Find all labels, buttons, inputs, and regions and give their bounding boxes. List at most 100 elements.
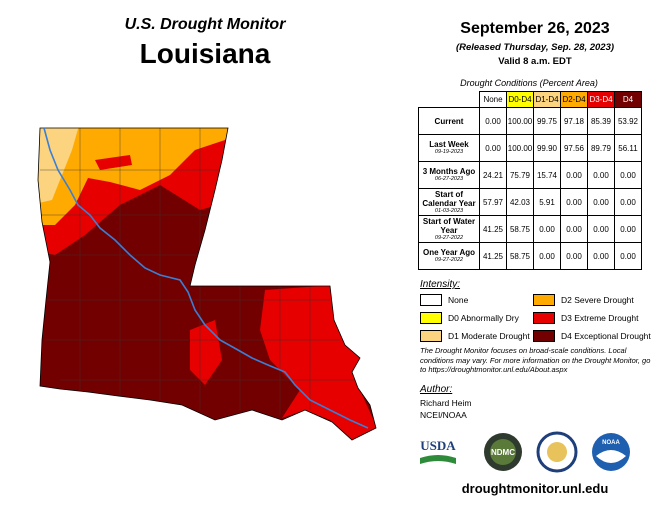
- legend-swatch: [533, 312, 555, 324]
- legend-item: None: [420, 294, 468, 306]
- state-name: Louisiana: [139, 38, 271, 69]
- table-cell: 85.39: [587, 107, 615, 135]
- column-header: D0-D4: [506, 91, 534, 108]
- noaa-text: NOAA: [602, 440, 620, 446]
- river: [43, 127, 369, 429]
- row-date: 09-19-2023: [434, 149, 464, 155]
- row-label: Last Week 09-19-2023: [418, 134, 480, 162]
- note: The Drought Monitor focuses on broad-sca…: [420, 346, 651, 374]
- usda-logo: [418, 436, 458, 468]
- d2-area: [38, 128, 235, 225]
- conditions-table: None D0-D4 D1-D4 D2-D4 D3-D4 D4 Current 0.00 100…: [418, 91, 642, 270]
- table-cell: 99.90: [533, 134, 561, 162]
- parish-lines: [40, 128, 360, 415]
- table-cell: 100.00: [506, 134, 534, 162]
- column-header: D3-D4: [587, 91, 615, 108]
- table-cell: 57.97: [479, 188, 507, 216]
- table-cell: 24.21: [479, 161, 507, 189]
- ndmc-inner: [490, 439, 516, 465]
- row-date: 06-27-2023: [434, 176, 464, 182]
- table-cell: 97.56: [560, 134, 588, 162]
- table-row: One Year Ago 09-27-2022 41.25 58.75 0.00 0.00…: [418, 242, 642, 270]
- monitor-title: U.S. Drought Monitor: [124, 16, 286, 33]
- table-row: Last Week 09-19-2023 0.00 100.00 99.90 97.56 8…: [418, 134, 642, 162]
- table-cell: 0.00: [587, 215, 615, 243]
- table-cell: 5.91: [533, 188, 561, 216]
- legend-swatch: [533, 330, 555, 342]
- table-cell: 58.75: [506, 215, 534, 243]
- column-header: D2-D4: [560, 91, 588, 108]
- usda-swoosh: [420, 455, 456, 464]
- legend-swatch: [420, 294, 442, 306]
- d3-area: [260, 285, 376, 440]
- table-cell: 58.75: [506, 242, 534, 270]
- table-cell: 0.00: [533, 242, 561, 270]
- table-cell: 89.79: [587, 134, 615, 162]
- table-cell: 75.79: [506, 161, 534, 189]
- table-cell: 42.03: [506, 188, 534, 216]
- legend-label: None: [448, 295, 469, 305]
- table-cell: 41.25: [479, 215, 507, 243]
- row-name: Start of Water Year: [422, 216, 476, 235]
- legend-item: D4 Exceptional Drought: [533, 330, 651, 342]
- table-cell: 0.00: [560, 161, 588, 189]
- map-date: September 26, 2023: [460, 20, 610, 37]
- valid-time: Valid 8 a.m. EDT: [498, 56, 572, 67]
- table-cell: 0.00: [614, 188, 642, 216]
- column-header: D1-D4: [533, 91, 561, 108]
- legend-title: Intensity:: [420, 279, 461, 290]
- d3-area: [95, 155, 132, 170]
- row-name: Start of Calendar Year: [422, 189, 476, 208]
- table-row: Start of Calendar Year 01-03-2023 57.97 42.…: [418, 188, 642, 216]
- table-cell: 100.00: [506, 107, 534, 135]
- author-name: Richard Heim: [420, 398, 472, 408]
- legend-item: D1 Moderate Drought: [420, 330, 530, 342]
- table-cell: 0.00: [587, 161, 615, 189]
- row-name: One Year Ago: [422, 248, 476, 257]
- table-cell: 56.11: [614, 134, 642, 162]
- ndmc-text: NDMC: [491, 448, 515, 457]
- table-cell: 97.18: [560, 107, 588, 135]
- table-cell: 0.00: [560, 215, 588, 243]
- row-label: Current: [418, 107, 480, 135]
- legend-swatch: [533, 294, 555, 306]
- row-label: 3 Months Ago 06-27-2023: [418, 161, 480, 189]
- row-label: Start of Calendar Year 01-03-2023: [418, 188, 480, 216]
- table-cell: 0.00: [614, 215, 642, 243]
- doc-seal-inner: [547, 442, 567, 462]
- usda-text: USDA: [420, 438, 456, 453]
- d3-area: [190, 320, 222, 385]
- author-label: Author:: [420, 384, 453, 395]
- row-name: 3 Months Ago: [422, 167, 476, 176]
- column-header: None: [479, 91, 507, 108]
- column-header: D4: [614, 91, 642, 108]
- table-cell: 0.00: [560, 188, 588, 216]
- row-date: 09-27-2022: [434, 234, 464, 241]
- legend-label: D0 Abnormally Dry: [448, 313, 519, 323]
- website: droughtmonitor.unl.edu: [461, 481, 609, 496]
- table-row: Current 0.00 100.00 99.75 97.18 85.39 53.92: [418, 107, 642, 135]
- table-cell: 0.00: [614, 242, 642, 270]
- table-header-row: None D0-D4 D1-D4 D2-D4 D3-D4 D4: [418, 91, 642, 108]
- legend-label: D2 Severe Drought: [561, 295, 634, 305]
- table-cell: 99.75: [533, 107, 561, 135]
- noaa-bird: [596, 450, 626, 463]
- row-label: Start of Water Year 09-27-2022: [418, 215, 480, 243]
- table-cell: 0.00: [479, 107, 507, 135]
- row-date: 01-03-2023: [434, 207, 464, 214]
- table-cell: 53.92: [614, 107, 642, 135]
- row-name: Current: [434, 116, 464, 126]
- table-cell: 0.00: [533, 215, 561, 243]
- state-map: [37, 127, 377, 441]
- legend-swatch: [420, 312, 442, 324]
- legend-item: D3 Extreme Drought: [533, 312, 638, 324]
- legend-label: D4 Exceptional Drought: [561, 331, 651, 341]
- legend-label: D1 Moderate Drought: [448, 331, 530, 341]
- table-caption: Drought Conditions (Percent Area): [460, 78, 598, 88]
- row-date: 09-27-2022: [434, 257, 464, 263]
- legend-item: D0 Abnormally Dry: [420, 312, 519, 324]
- row-label: One Year Ago 09-27-2022: [418, 242, 480, 270]
- author-name: NCEI/NOAA: [420, 410, 467, 420]
- table-row: Start of Water Year 09-27-2022 41.25 58.75 0…: [418, 215, 642, 243]
